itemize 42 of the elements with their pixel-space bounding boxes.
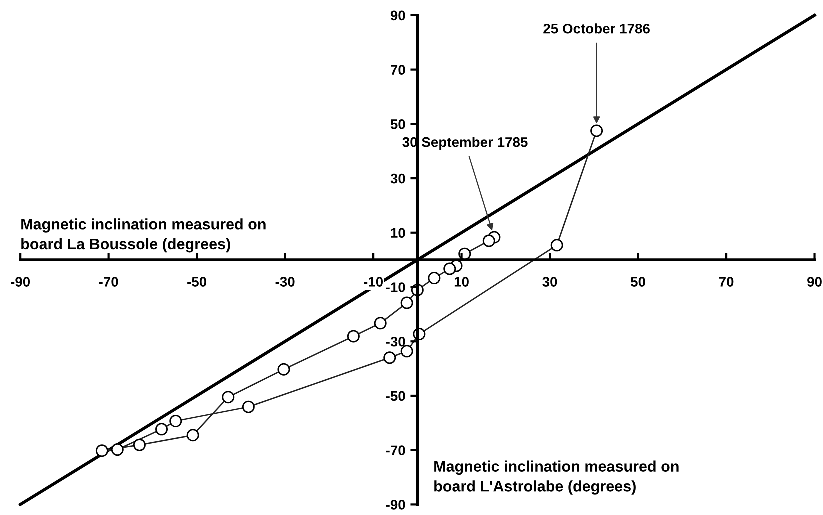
y-tick-label: -30 (386, 336, 406, 347)
point (428, 272, 441, 285)
point (550, 239, 564, 252)
point (133, 438, 146, 452)
x-tick-label: 10 (454, 277, 469, 287)
annotation: 25 October 1786 (544, 24, 650, 34)
y-tick-label: -50 (386, 391, 406, 402)
point (444, 262, 456, 276)
point (111, 444, 124, 456)
x-tick-label: -90 (11, 277, 30, 287)
point (96, 444, 108, 458)
y-tick-label: -90 (386, 500, 406, 510)
y-tick-label: 90 (390, 10, 406, 21)
point (222, 391, 235, 404)
y-tick-label: -70 (386, 446, 406, 456)
y-axis-title: Magnetic inclination measured on board L'Astrolabe (degrees) (434, 460, 679, 495)
y-tick-label: 30 (390, 174, 406, 184)
point (347, 330, 360, 343)
x-tick-label: -50 (188, 277, 207, 287)
point (186, 429, 200, 442)
x-tick-label: -10 (364, 277, 384, 287)
point (242, 400, 255, 414)
x-tick-label: 70 (719, 277, 734, 287)
point (374, 317, 387, 330)
x-tick-label: -30 (276, 277, 295, 287)
point (156, 423, 168, 436)
point (590, 124, 604, 138)
x-tick-label: 50 (630, 277, 646, 287)
point (400, 345, 414, 358)
point (278, 363, 290, 376)
x-tick-label: 30 (542, 277, 558, 287)
annotation: 30 September 1785 (402, 137, 528, 150)
point (384, 352, 396, 364)
x-tick-label: -70 (99, 277, 118, 287)
point (400, 296, 414, 310)
x-axis-title: Magnetic inclination measured on board La Boussole (degrees) (22, 218, 266, 253)
y-tick-label: 70 (391, 65, 406, 75)
y-tick-label: 50 (390, 120, 406, 130)
point (170, 415, 182, 428)
x-tick-label: 90 (808, 277, 822, 287)
y-tick-label: 10 (391, 228, 406, 238)
point (482, 234, 496, 248)
